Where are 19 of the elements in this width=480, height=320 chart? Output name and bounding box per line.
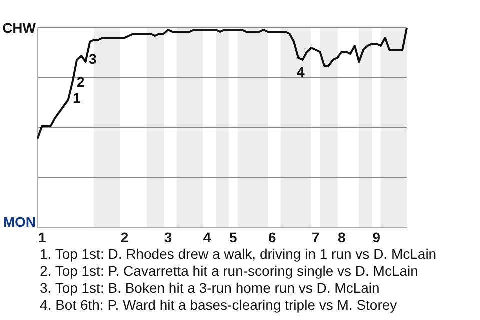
annotation: 4 <box>297 64 305 80</box>
x-tick-label: 8 <box>338 229 346 246</box>
text: CHW <box>2 20 36 36</box>
text: MON <box>3 214 36 230</box>
text: 3. Top 1st: B. Boken hit a 3-run home run vs D. McLain <box>40 280 381 297</box>
x-tick-label: 9 <box>372 229 381 246</box>
x-tick-label: 5 <box>229 229 238 246</box>
text: 1. Top 1st: D. Rhodes drew a walk, driving in 1 run vs D. McLain <box>40 246 437 263</box>
text: 2. Top 1st: P. Cavarretta hit a run-scoring single vs D. McLain <box>40 263 420 280</box>
x-tick-label: 3 <box>164 229 172 246</box>
annotation: 1 <box>73 90 81 106</box>
x-tick-label: 2 <box>120 229 129 246</box>
x-tick-label: 1 <box>38 229 46 246</box>
x-tick-label: 7 <box>312 229 320 246</box>
x-tick-label: 4 <box>203 229 212 246</box>
x-tick-label: 6 <box>268 229 277 246</box>
annotation: 2 <box>77 74 85 90</box>
annotation: 3 <box>89 51 97 67</box>
text: 4. Bot 6th: P. Ward hit a bases-clearing triple vs M. Storey <box>40 297 398 314</box>
